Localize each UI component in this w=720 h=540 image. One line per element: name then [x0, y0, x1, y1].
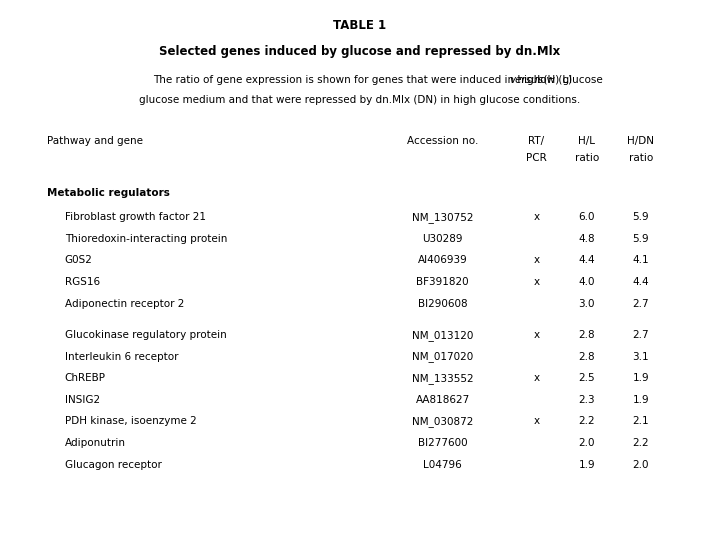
Text: RT/: RT/ — [528, 136, 544, 146]
Text: 2.0: 2.0 — [633, 460, 649, 470]
Text: x: x — [534, 212, 539, 222]
Text: 5.9: 5.9 — [632, 212, 649, 222]
Text: The ratio of gene expression is shown for genes that were induced in high (H) gl: The ratio of gene expression is shown fo… — [97, 75, 623, 85]
Text: The ratio of gene expression is shown for genes that were induced in high (H) gl: The ratio of gene expression is shown fo… — [153, 75, 606, 85]
Text: NM_013120: NM_013120 — [412, 330, 474, 341]
Text: H/DN: H/DN — [627, 136, 654, 146]
Text: 4.1: 4.1 — [632, 255, 649, 266]
Text: x: x — [534, 277, 539, 287]
Text: 3.1: 3.1 — [632, 352, 649, 362]
Text: 1.9: 1.9 — [632, 395, 649, 405]
Text: L04796: L04796 — [423, 460, 462, 470]
Text: ratio: ratio — [629, 153, 653, 163]
Text: BF391820: BF391820 — [416, 277, 469, 287]
Text: 4.4: 4.4 — [632, 277, 649, 287]
Text: 2.7: 2.7 — [632, 330, 649, 340]
Text: Pathway and gene: Pathway and gene — [47, 136, 143, 146]
Text: ratio: ratio — [575, 153, 599, 163]
Text: Metabolic regulators: Metabolic regulators — [47, 188, 170, 198]
Text: 6.0: 6.0 — [579, 212, 595, 222]
Text: 2.8: 2.8 — [578, 352, 595, 362]
Text: TABLE 1: TABLE 1 — [333, 19, 387, 32]
Text: 4.4: 4.4 — [578, 255, 595, 266]
Text: 2.7: 2.7 — [632, 299, 649, 309]
Text: 2.2: 2.2 — [578, 416, 595, 427]
Text: 1.9: 1.9 — [578, 460, 595, 470]
Text: 1.9: 1.9 — [632, 373, 649, 383]
Text: BI277600: BI277600 — [418, 438, 467, 448]
Text: RGS16: RGS16 — [65, 277, 100, 287]
Text: NM_017020: NM_017020 — [412, 352, 474, 362]
Text: 2.5: 2.5 — [578, 373, 595, 383]
Text: ChREBP: ChREBP — [65, 373, 106, 383]
Text: 2.8: 2.8 — [578, 330, 595, 340]
Text: x: x — [534, 330, 539, 340]
Text: Thioredoxin-interacting protein: Thioredoxin-interacting protein — [65, 234, 228, 244]
Text: Adiponutrin: Adiponutrin — [65, 438, 126, 448]
Text: x: x — [534, 416, 539, 427]
Text: 3.0: 3.0 — [579, 299, 595, 309]
Text: Glucagon receptor: Glucagon receptor — [65, 460, 162, 470]
Text: AA818627: AA818627 — [415, 395, 470, 405]
Text: Fibroblast growth factor 21: Fibroblast growth factor 21 — [65, 212, 206, 222]
Text: BI290608: BI290608 — [418, 299, 467, 309]
Text: Accession no.: Accession no. — [407, 136, 479, 146]
Text: x: x — [534, 255, 539, 266]
Text: 2.2: 2.2 — [632, 438, 649, 448]
Text: U30289: U30289 — [423, 234, 463, 244]
Text: 2.1: 2.1 — [632, 416, 649, 427]
Text: H/L: H/L — [578, 136, 595, 146]
Text: versus: versus — [509, 75, 543, 85]
Text: glucose medium and that were repressed by dn.Mlx (DN) in high glucose conditions: glucose medium and that were repressed b… — [140, 95, 580, 105]
Text: low (L): low (L) — [534, 75, 572, 85]
Text: 4.0: 4.0 — [579, 277, 595, 287]
Text: 2.3: 2.3 — [578, 395, 595, 405]
Text: AI406939: AI406939 — [418, 255, 468, 266]
Text: NM_030872: NM_030872 — [412, 416, 474, 427]
Text: 4.8: 4.8 — [578, 234, 595, 244]
Text: NM_130752: NM_130752 — [412, 212, 474, 223]
Text: x: x — [534, 373, 539, 383]
Text: 5.9: 5.9 — [632, 234, 649, 244]
Text: Interleukin 6 receptor: Interleukin 6 receptor — [65, 352, 179, 362]
Text: G0S2: G0S2 — [65, 255, 93, 266]
Text: Selected genes induced by glucose and repressed by dn.Mlx: Selected genes induced by glucose and re… — [159, 45, 561, 58]
Text: PCR: PCR — [526, 153, 546, 163]
Text: INSIG2: INSIG2 — [65, 395, 100, 405]
Text: NM_133552: NM_133552 — [412, 373, 474, 384]
Text: Adiponectin receptor 2: Adiponectin receptor 2 — [65, 299, 184, 309]
Text: 2.0: 2.0 — [579, 438, 595, 448]
Text: PDH kinase, isoenzyme 2: PDH kinase, isoenzyme 2 — [65, 416, 197, 427]
Text: Glucokinase regulatory protein: Glucokinase regulatory protein — [65, 330, 227, 340]
